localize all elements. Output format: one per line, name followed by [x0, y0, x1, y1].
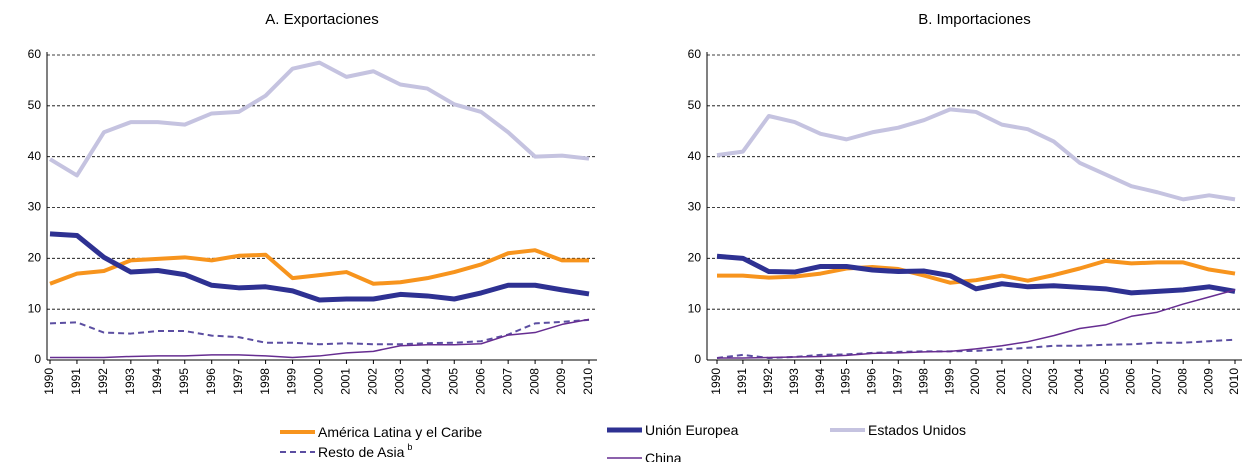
y-tick-label: 10 — [28, 301, 42, 315]
series-line — [716, 107, 1236, 202]
series-line — [717, 289, 1236, 359]
x-tick-label: 1997 — [890, 368, 904, 395]
x-tick-label: 2000 — [968, 368, 982, 395]
y-tick-label: 0 — [34, 352, 41, 366]
x-tick-label: 2006 — [1124, 368, 1138, 395]
x-tick-label: 2009 — [1201, 368, 1215, 395]
legend-label: Unión Europea — [645, 422, 739, 438]
x-tick-label: 2006 — [473, 368, 487, 395]
y-tick-label: 30 — [28, 200, 42, 214]
legend-text: Estados Unidos — [868, 422, 966, 438]
y-tick-label: 0 — [694, 352, 701, 366]
x-tick-label: 1999 — [942, 368, 956, 395]
x-tick-label: 1997 — [231, 368, 245, 395]
x-tick-label: 1991 — [69, 368, 83, 395]
series-line — [716, 338, 1236, 359]
chart-title: B. Importaciones — [918, 11, 1031, 28]
x-tick-label: 2000 — [312, 368, 326, 395]
x-tick-label: 1991 — [735, 368, 749, 395]
y-tick-label: 60 — [688, 47, 702, 61]
x-tick-label: 1994 — [150, 368, 164, 395]
x-tick-label: 2008 — [1175, 368, 1189, 395]
y-tick-label: 40 — [28, 149, 42, 163]
x-tick-label: 1999 — [285, 368, 299, 395]
x-tick-label: 1990 — [42, 368, 56, 395]
x-tick-label: 2001 — [994, 368, 1008, 395]
y-tick-label: 20 — [688, 251, 702, 265]
series-line — [49, 231, 590, 303]
x-tick-label: 1992 — [761, 368, 775, 395]
x-tick-label: 1998 — [258, 368, 272, 395]
x-tick-label: 2002 — [1020, 368, 1034, 395]
x-tick-label: 2008 — [527, 368, 541, 395]
y-tick-label: 30 — [688, 200, 702, 214]
x-tick-label: 1994 — [813, 368, 827, 395]
x-tick-label: 2010 — [581, 368, 595, 395]
x-tick-label: 1993 — [123, 368, 137, 395]
y-tick-label: 40 — [688, 149, 702, 163]
legend-label: Resto de Asia b — [318, 442, 412, 459]
y-tick-label: 10 — [688, 301, 702, 315]
legend-label: China — [645, 450, 682, 462]
x-tick-label: 1995 — [177, 368, 191, 395]
legend-label: América Latina y el Caribe — [318, 424, 482, 440]
x-tick-label: 2004 — [419, 368, 433, 395]
legend-note: b — [407, 442, 412, 452]
y-tick-label: 50 — [28, 98, 42, 112]
x-tick-label: 2009 — [554, 368, 568, 395]
y-tick-label: 60 — [28, 47, 42, 61]
legend-text: China — [645, 450, 682, 462]
x-tick-label: 2010 — [1227, 368, 1241, 395]
x-tick-label: 1993 — [787, 368, 801, 395]
x-tick-label: 2002 — [366, 368, 380, 395]
legend-text: Resto de Asia — [318, 444, 405, 460]
x-tick-label: 1996 — [865, 368, 879, 395]
legend-text: Unión Europea — [645, 422, 739, 438]
x-tick-label: 1990 — [709, 368, 723, 395]
x-tick-label: 1996 — [204, 368, 218, 395]
x-tick-label: 2003 — [393, 368, 407, 395]
x-tick-label: 1992 — [96, 368, 110, 395]
series-line — [50, 318, 590, 359]
x-tick-label: 2004 — [1072, 368, 1086, 395]
series-line — [49, 318, 590, 346]
x-tick-label: 2007 — [500, 368, 514, 395]
x-tick-label: 2005 — [446, 368, 460, 395]
legend-label: Estados Unidos — [868, 422, 966, 438]
x-tick-label: 2003 — [1046, 368, 1060, 395]
series-line — [716, 253, 1236, 296]
series-line — [48, 60, 590, 178]
y-tick-label: 50 — [688, 98, 702, 112]
x-tick-label: 1998 — [916, 368, 930, 395]
chart-title: A. Exportaciones — [265, 11, 378, 28]
series-line — [717, 258, 1236, 285]
y-tick-label: 20 — [28, 251, 42, 265]
x-tick-label: 2001 — [339, 368, 353, 395]
legend-text: América Latina y el Caribe — [318, 424, 482, 440]
x-tick-label: 1995 — [839, 368, 853, 395]
x-tick-label: 2007 — [1149, 368, 1163, 395]
x-tick-label: 2005 — [1098, 368, 1112, 395]
series-line — [49, 248, 589, 286]
